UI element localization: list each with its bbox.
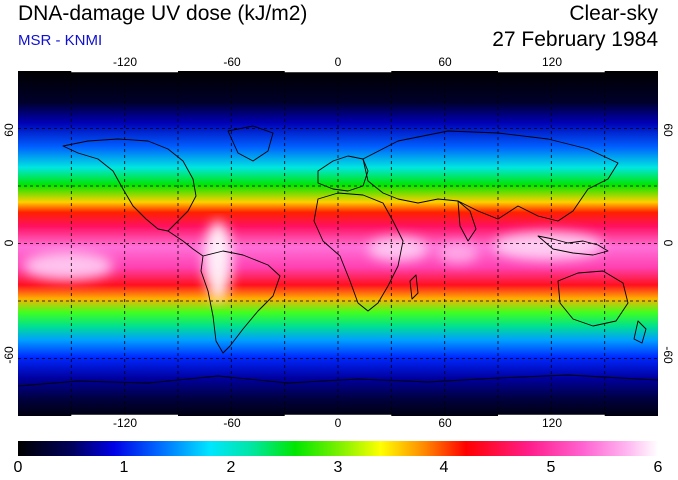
uv-hotspot — [204, 221, 232, 301]
lat-tick-left: -60 — [2, 346, 16, 364]
south-america-coast — [200, 250, 281, 354]
lat-tick-left: 0 — [2, 239, 16, 247]
uv-hotspot — [493, 232, 603, 260]
lat-tick-right: 60 — [661, 123, 675, 137]
lon-tick-top: -120 — [112, 55, 138, 69]
maritime-asia-coast — [537, 235, 609, 256]
colorbar-label: 1 — [119, 459, 129, 476]
antarctica-coast — [18, 374, 658, 387]
lon-tick-bottom: 60 — [438, 416, 452, 430]
lon-tick-bottom: 0 — [334, 416, 342, 430]
europe-coast — [317, 155, 369, 192]
lon-tick-bottom: -120 — [112, 416, 138, 430]
lon-tick-top: -60 — [223, 55, 241, 69]
lon-tick-bottom: 120 — [541, 416, 563, 430]
indian-subcontinent-coast — [457, 200, 477, 242]
lat-tick-left: 60 — [2, 123, 16, 137]
colorbar — [18, 441, 658, 456]
lon-tick-bottom: -60 — [223, 416, 241, 430]
uv-hotspot — [23, 252, 113, 280]
new-zealand-coast — [633, 320, 647, 344]
lon-tick-top: 60 — [438, 55, 452, 69]
map-source: MSR - KNMI — [18, 32, 103, 49]
colorbar-ramp — [18, 441, 658, 456]
sky-condition: Clear-sky — [569, 2, 658, 25]
uv-dose-map — [18, 71, 658, 416]
colorbar-label: 3 — [333, 459, 343, 476]
africa-coast — [313, 192, 404, 312]
central-america-coast — [167, 230, 204, 257]
map-title: DNA-damage UV dose (kJ/m2) — [18, 2, 308, 25]
australia-coast — [557, 270, 629, 327]
lon-tick-top: 0 — [334, 55, 342, 69]
colorbar-label: 0 — [13, 459, 23, 476]
madagascar-coast — [409, 274, 419, 300]
lon-tick-top: 120 — [541, 55, 563, 69]
asia-coast — [362, 130, 619, 222]
uv-hotspot — [368, 237, 428, 261]
graticule — [18, 71, 658, 416]
colorbar-label: 2 — [226, 459, 236, 476]
colorbar-label: 6 — [653, 459, 663, 476]
lat-tick-right: -60 — [661, 346, 675, 364]
colorbar-label: 4 — [439, 459, 449, 476]
coastlines — [18, 125, 658, 387]
greenland-coast — [227, 125, 274, 162]
map-date: 27 February 1984 — [492, 28, 658, 51]
lat-tick-right: 0 — [661, 239, 675, 247]
colorbar-label: 5 — [546, 459, 556, 476]
north-america-coast — [62, 138, 197, 232]
uv-hotspots — [23, 221, 603, 301]
uv-hotspot — [438, 243, 478, 263]
